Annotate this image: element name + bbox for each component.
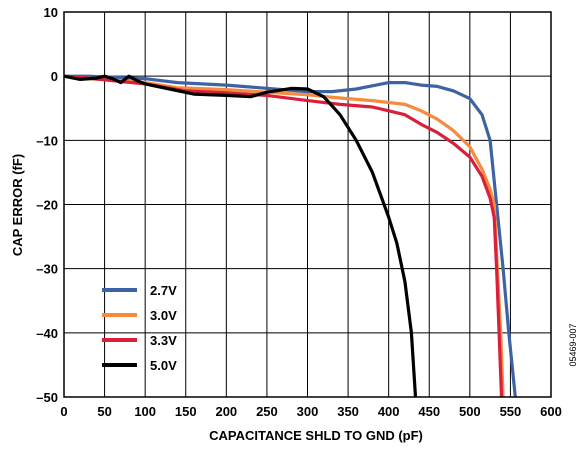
y-tick-label: –10 xyxy=(36,133,58,148)
series-lines xyxy=(63,74,517,398)
x-tick-label: 50 xyxy=(97,404,111,419)
x-tick-label: 250 xyxy=(256,404,278,419)
legend-label: 3.3V xyxy=(150,333,177,348)
legend-label: 2.7V xyxy=(150,283,177,298)
plot-frame xyxy=(63,11,552,398)
legend-label: 5.0V xyxy=(150,358,177,373)
x-tick-label: 600 xyxy=(540,404,562,419)
x-tick-label: 550 xyxy=(500,404,522,419)
series-line-50v xyxy=(63,74,418,398)
x-tick-label: 450 xyxy=(418,404,440,419)
series-line-30v xyxy=(63,74,505,398)
figure-id-label: 05469-007 xyxy=(568,323,578,366)
y-tick-label: 10 xyxy=(44,5,58,20)
x-tick-label: 500 xyxy=(459,404,481,419)
legend: 2.7V 3.0V 3.3V 5.0V xyxy=(102,283,177,373)
y-tick-label: –50 xyxy=(36,390,58,405)
series-line-33v xyxy=(63,74,504,398)
x-tick-label: 150 xyxy=(175,404,197,419)
series-line-27v xyxy=(64,74,517,398)
x-tick-label: 100 xyxy=(134,404,156,419)
x-tick-label: 400 xyxy=(378,404,400,419)
x-tick-label: 0 xyxy=(60,404,67,419)
plot-border xyxy=(63,11,552,398)
gridlines xyxy=(64,12,551,397)
y-tick-label: –30 xyxy=(36,262,58,277)
y-tick-labels: 10 0 –10 –20 –30 –40 –50 xyxy=(36,5,58,405)
x-axis-title: CAPACITANCE SHLD TO GND (pF) xyxy=(209,428,423,443)
y-tick-label: 0 xyxy=(51,69,58,84)
y-tick-label: –20 xyxy=(36,198,58,213)
y-axis-title: CAP ERROR (fF) xyxy=(10,154,25,256)
x-tick-label: 300 xyxy=(297,404,319,419)
y-tick-label: –40 xyxy=(36,326,58,341)
x-tick-label: 350 xyxy=(337,404,359,419)
x-tick-label: 200 xyxy=(215,404,237,419)
x-tick-labels: 0 50 100 150 200 250 300 350 400 450 500 550 600 xyxy=(60,404,561,419)
legend-label: 3.0V xyxy=(150,308,177,323)
